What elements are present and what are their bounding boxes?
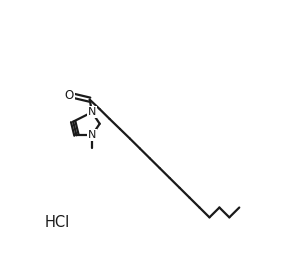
Text: HCl: HCl [44,215,70,230]
Text: N: N [88,130,96,140]
Text: O: O [65,89,74,102]
Text: N: N [88,107,96,117]
